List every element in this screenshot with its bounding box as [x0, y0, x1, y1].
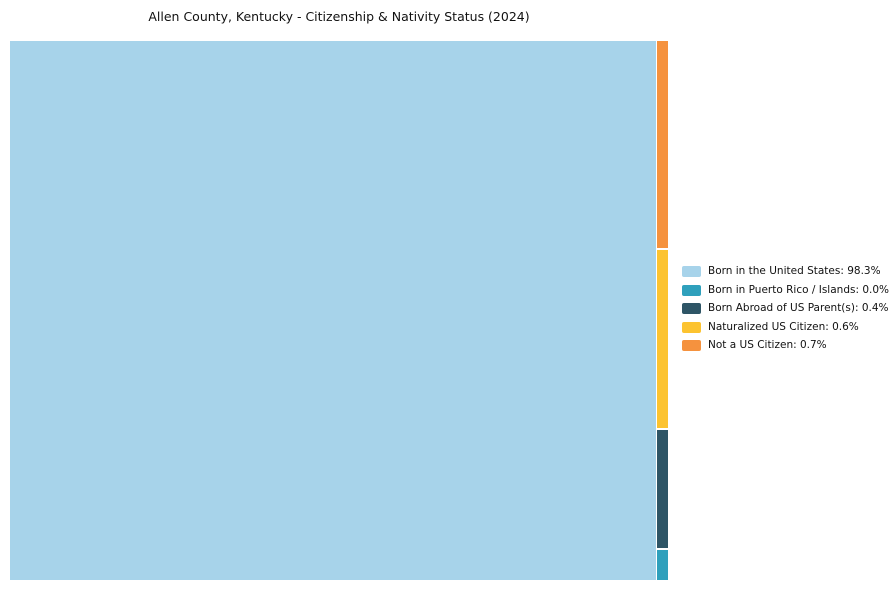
treemap-segment-born-in-puerto-rico-islands [657, 550, 668, 580]
legend-item: Naturalized US Citizen: 0.6% [682, 320, 889, 333]
legend-item: Born in the United States: 98.3% [682, 266, 889, 277]
chart-title: Allen County, Kentucky - Citizenship & N… [148, 9, 530, 24]
legend-label: Naturalized US Citizen: 0.6% [708, 320, 859, 333]
legend-swatch [682, 321, 701, 333]
legend-label: Born Abroad of US Parent(s): 0.4% [708, 302, 889, 314]
treemap-plot [10, 41, 668, 580]
legend: Born in the United States: 98.3% Born in … [682, 266, 889, 359]
treemap-segment-born-abroad-of-us-parent-s [657, 430, 668, 548]
treemap-segment-born-in-the-united-states [10, 41, 656, 580]
legend-label: Not a US Citizen: 0.7% [708, 339, 827, 351]
legend-label: Born in the United States: 98.3% [708, 265, 881, 277]
legend-swatch [682, 284, 701, 296]
legend-swatch [682, 303, 701, 314]
legend-item: Born in Puerto Rico / Islands: 0.0% [682, 283, 889, 296]
legend-swatch [682, 266, 701, 277]
legend-item: Not a US Citizen: 0.7% [682, 340, 889, 351]
treemap-segment-naturalized-us-citizen [657, 250, 668, 428]
legend-item: Born Abroad of US Parent(s): 0.4% [682, 303, 889, 314]
legend-swatch [682, 340, 701, 351]
treemap-segment-not-a-us-citizen [657, 41, 668, 248]
legend-label: Born in Puerto Rico / Islands: 0.0% [708, 283, 889, 296]
